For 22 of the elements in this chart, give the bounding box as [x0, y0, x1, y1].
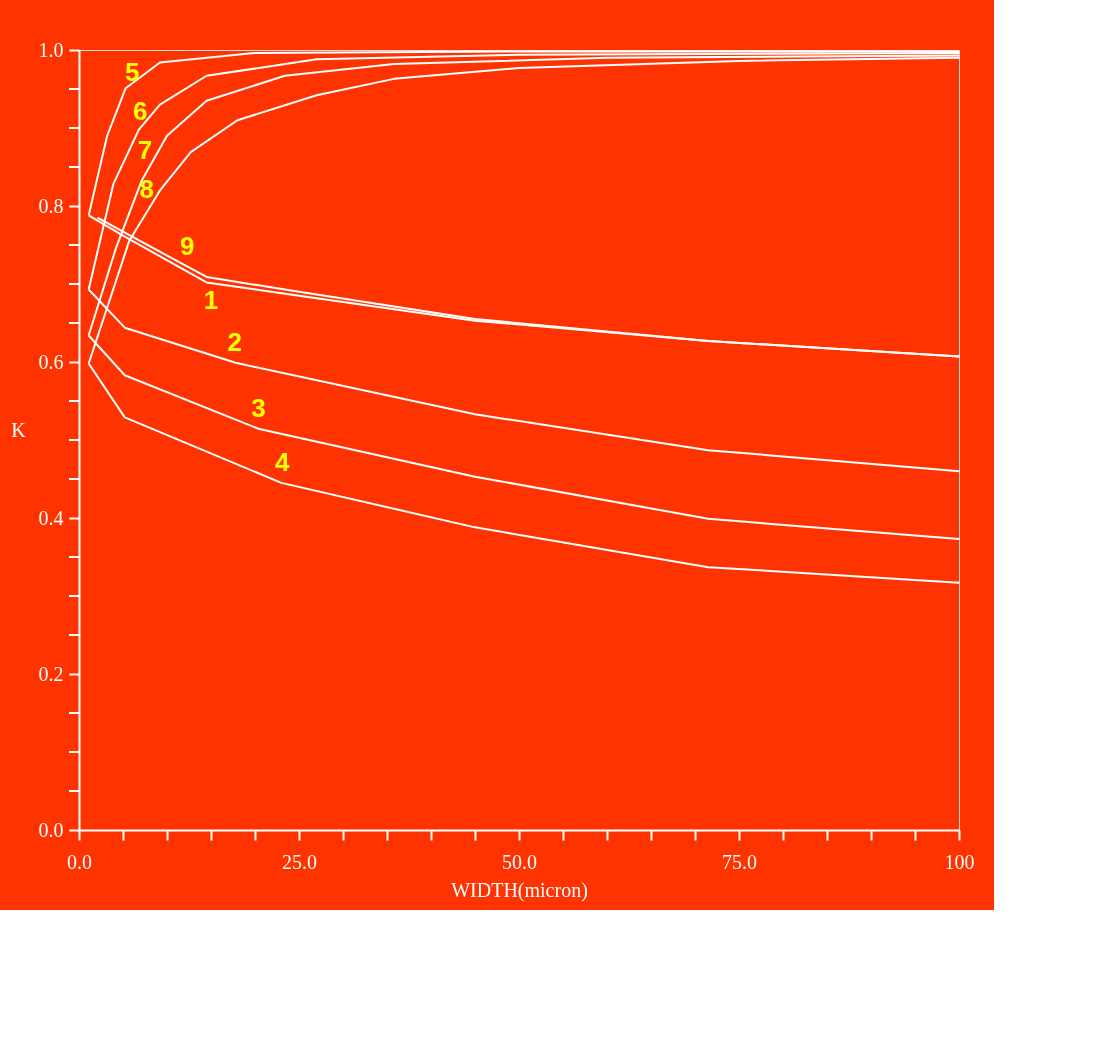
series-label: 2	[227, 326, 242, 357]
x-tick-label: 0.0	[67, 850, 92, 873]
x-tick-label: 25.0	[282, 850, 317, 873]
series-label: 8	[139, 174, 154, 205]
series-label: 7	[137, 135, 153, 166]
series-label: 5	[124, 57, 140, 88]
y-tick-label: 0.8	[38, 194, 64, 217]
series-label: 4	[275, 447, 291, 478]
series-label: 3	[251, 392, 266, 423]
x-tick-label: 100	[944, 850, 975, 873]
x-axis-title: WIDTH(micron)	[451, 878, 588, 902]
x-tick-label: 50.0	[502, 850, 537, 873]
y-tick-label: 0.4	[38, 506, 64, 529]
x-tick-label: 75.0	[722, 850, 757, 873]
y-tick-label: 0.0	[38, 818, 64, 841]
series-label: 6	[132, 96, 148, 127]
y-tick-label: 0.6	[38, 350, 64, 373]
series-label: 1	[203, 285, 219, 316]
y-axis-title: K	[11, 418, 27, 441]
y-tick-label: 1.0	[38, 38, 64, 61]
y-tick-label: 0.2	[38, 662, 64, 685]
series-label: 9	[180, 230, 195, 261]
